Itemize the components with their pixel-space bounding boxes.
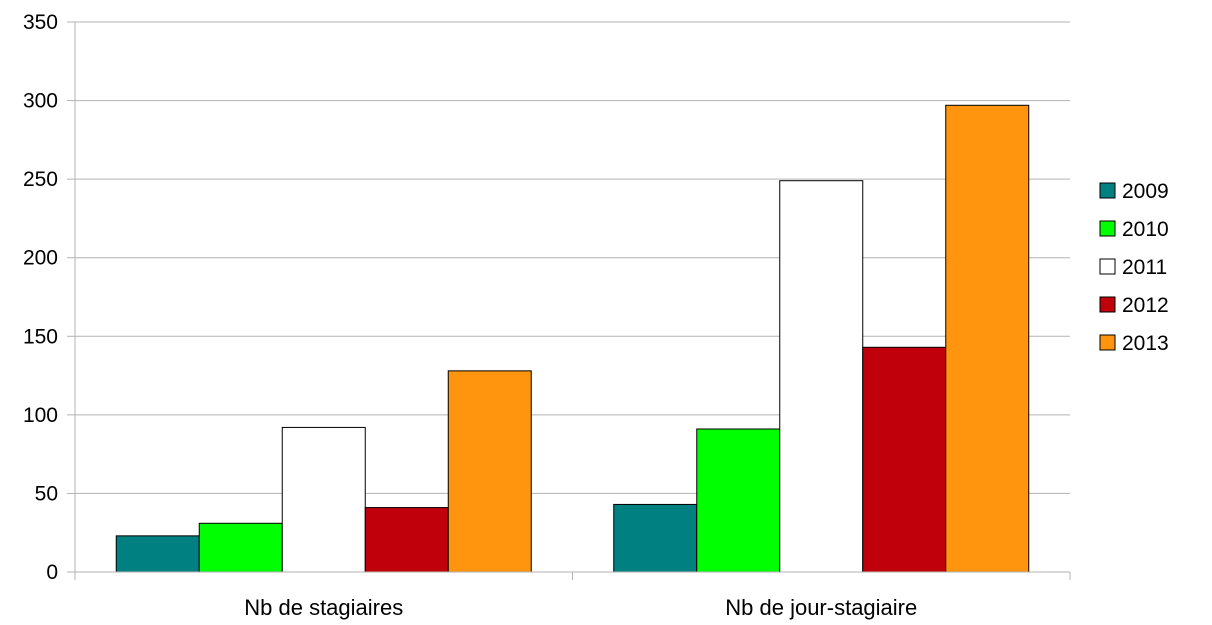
y-tick-label: 200 xyxy=(23,247,58,270)
legend-label-2011: 2011 xyxy=(1122,256,1167,279)
y-tick-label: 350 xyxy=(23,11,58,34)
bar-2010-0 xyxy=(198,522,283,573)
category-label: Nb de jour-stagiaire xyxy=(725,595,917,620)
legend-swatch-2012 xyxy=(1099,296,1116,313)
legend-swatch-2011 xyxy=(1099,258,1116,275)
bar-2009-0 xyxy=(115,535,200,573)
category-label: Nb de stagiaires xyxy=(244,595,403,620)
bar-2009-1 xyxy=(613,503,698,573)
y-tick-label: 250 xyxy=(23,168,58,191)
bar-2013-1 xyxy=(945,104,1030,573)
y-tick-label: 150 xyxy=(23,325,58,348)
bar-2011-0 xyxy=(281,426,366,573)
gridlines xyxy=(75,21,1070,494)
bar-2012-0 xyxy=(364,507,449,573)
legend-label-2010: 2010 xyxy=(1122,218,1169,241)
y-tick-label: 300 xyxy=(23,90,58,113)
y-tick-label: 100 xyxy=(23,404,58,427)
y-tick-label: 0 xyxy=(46,561,58,584)
bar-2012-1 xyxy=(862,346,947,573)
bar-2010-1 xyxy=(696,428,781,573)
y-tick-labels: 0 50 100 150 200 250 300 350 xyxy=(23,11,58,584)
bar-2011-1 xyxy=(779,180,864,573)
bar-2013-0 xyxy=(447,370,532,573)
legend-label-2012: 2012 xyxy=(1122,294,1169,317)
legend-swatch-2010 xyxy=(1099,220,1116,237)
category-labels: Nb de stagiaires Nb de jour-stagiaire xyxy=(244,595,917,620)
legend-swatch-2013 xyxy=(1099,334,1116,351)
y-tick-label: 50 xyxy=(35,482,58,505)
legend-swatch-2009 xyxy=(1099,182,1116,199)
axes xyxy=(67,21,1071,580)
legend-label-2013: 2013 xyxy=(1122,332,1169,355)
bars xyxy=(115,104,1030,573)
legend: 2009 2010 2011 2012 2013 xyxy=(1099,180,1169,355)
legend-label-2009: 2009 xyxy=(1122,180,1169,203)
